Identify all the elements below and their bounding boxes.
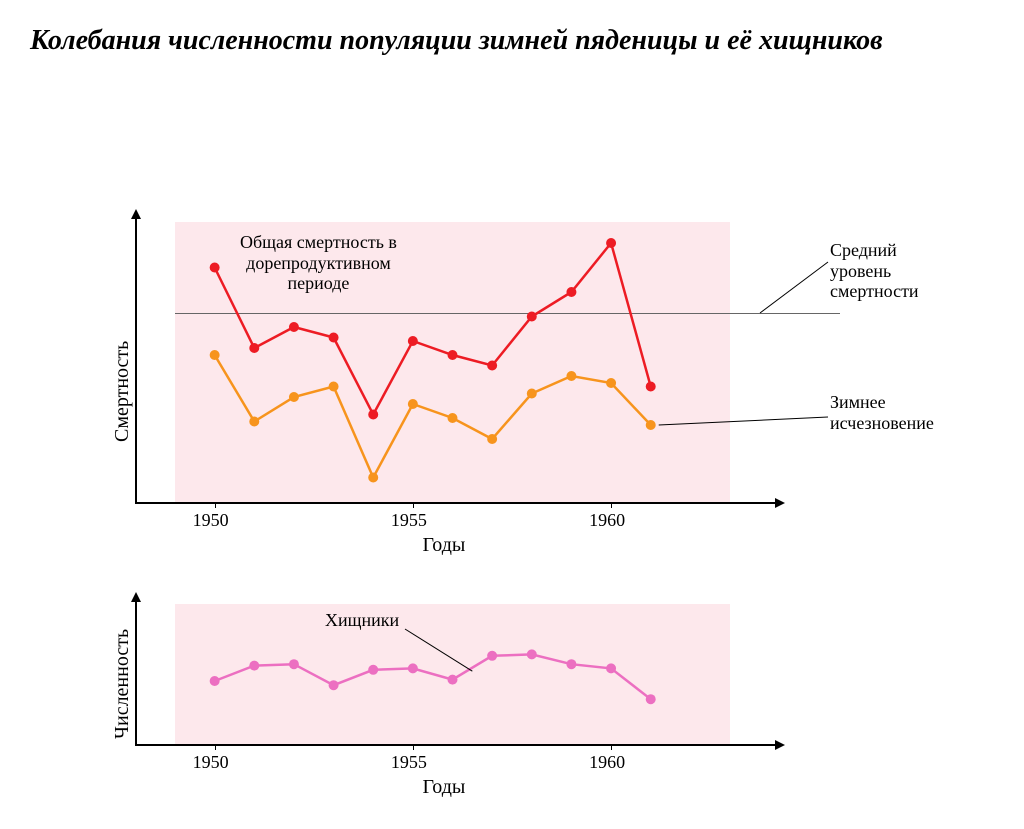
chart2-pointer-line (0, 62, 1024, 829)
c1-xtick (215, 502, 216, 508)
c1-xtick (413, 502, 414, 508)
c1-xtick (611, 502, 612, 508)
c2-xtick (413, 744, 414, 750)
c2-xtick (611, 744, 612, 750)
c1-xtick-label: 1955 (391, 510, 427, 531)
page-title: Колебания численности популяции зимней п… (0, 0, 1024, 62)
c1-xtick-label: 1960 (589, 510, 625, 531)
c2-xtick-label: 1960 (589, 752, 625, 773)
c2-xtick-label: 1955 (391, 752, 427, 773)
c2-xtick-label: 1950 (193, 752, 229, 773)
c2-xtick (215, 744, 216, 750)
c1-xtick-label: 1950 (193, 510, 229, 531)
